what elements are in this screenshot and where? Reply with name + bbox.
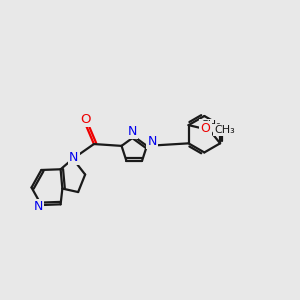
Text: CH₃: CH₃ <box>214 125 235 135</box>
Text: N: N <box>69 151 78 164</box>
Text: O: O <box>80 113 91 126</box>
Text: N: N <box>148 135 157 148</box>
Text: O: O <box>200 122 210 135</box>
Text: CH₃: CH₃ <box>200 120 221 130</box>
Text: N: N <box>34 200 43 213</box>
Text: N: N <box>128 125 137 138</box>
